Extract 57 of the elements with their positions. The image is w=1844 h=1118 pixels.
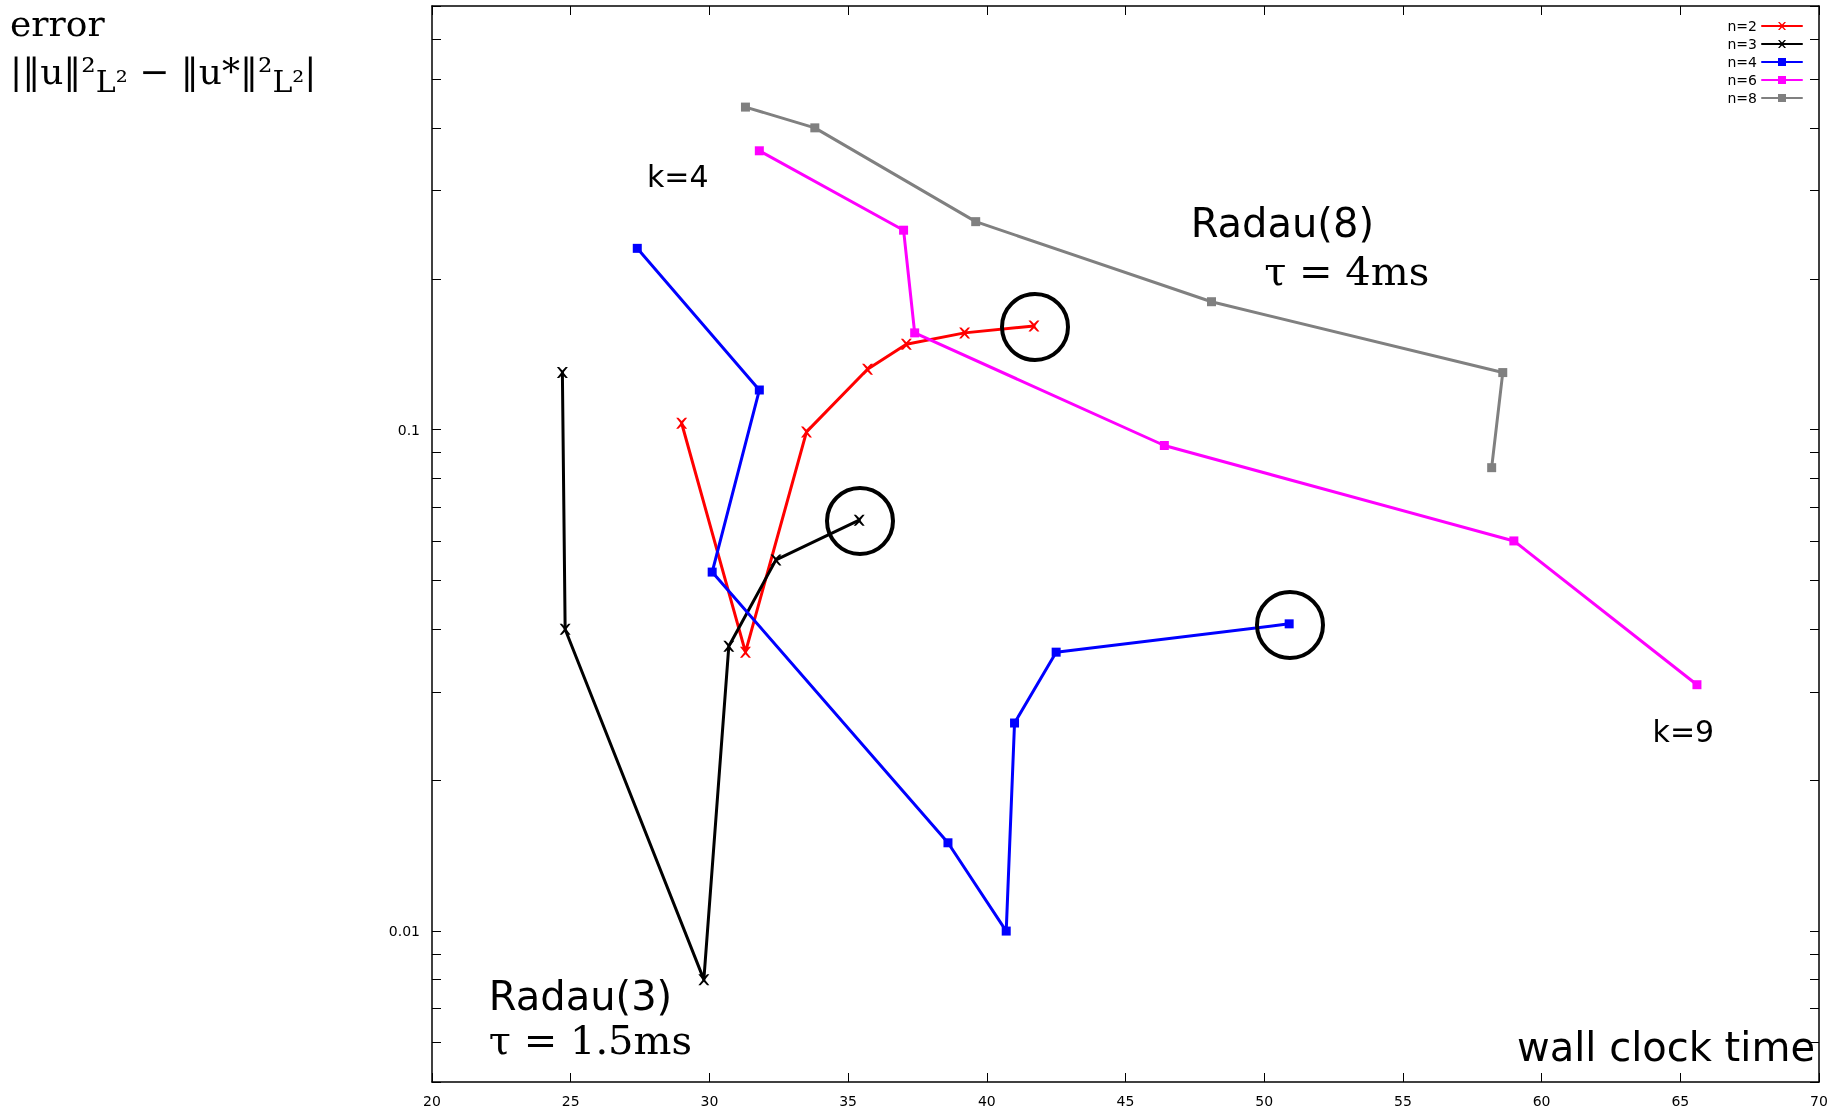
point (723, 640, 735, 652)
x-tick-label: 60 (1532, 1093, 1551, 1109)
x-tick-label: 25 (561, 1093, 580, 1109)
point (632, 243, 642, 253)
annotation: Radau(8) (1190, 199, 1375, 249)
point (1498, 368, 1508, 378)
point (739, 646, 751, 658)
point (1206, 297, 1216, 307)
annotation: k=9 (1652, 712, 1715, 751)
point (971, 217, 981, 227)
legend-label: n=6 (1727, 72, 1758, 88)
x-axis-title: wall clock time (1517, 1024, 1815, 1070)
point (1284, 619, 1294, 629)
point (800, 426, 812, 438)
x-tick-label: 45 (1116, 1093, 1135, 1109)
point (862, 363, 874, 375)
point (1001, 926, 1011, 936)
x-tick-label: 35 (839, 1093, 858, 1109)
point (1028, 320, 1040, 332)
point (754, 146, 764, 156)
y-tick-label: 0.01 (388, 923, 420, 940)
legend-label: n=4 (1727, 54, 1758, 70)
x-tick-label: 40 (977, 1093, 996, 1109)
legend-label: n=3 (1727, 36, 1757, 52)
legend-label: n=8 (1727, 90, 1757, 106)
point (1010, 718, 1020, 728)
x-tick-label: 20 (423, 1093, 441, 1109)
y-axis-title: error |‖u‖²$_{L²}$ − ‖u*‖²$_{L²}$| (10, 2, 317, 102)
point (770, 554, 782, 566)
legend-label: n=2 (1727, 18, 1757, 34)
point (1509, 536, 1519, 546)
x-tick-label: 55 (1393, 1093, 1412, 1109)
point (900, 338, 912, 350)
point (698, 974, 710, 986)
point (899, 225, 909, 235)
x-tick-label: 65 (1671, 1093, 1690, 1109)
point (810, 123, 820, 133)
x-tick-label: 70 (1810, 1093, 1828, 1109)
y-tick-label: 0.1 (397, 421, 420, 438)
point (754, 385, 764, 395)
annotation: τ = 4ms (1264, 246, 1430, 296)
point (959, 327, 971, 339)
x-tick-label: 50 (1255, 1093, 1274, 1109)
point (853, 514, 865, 526)
point (1487, 463, 1497, 473)
point (707, 567, 717, 577)
point (559, 623, 571, 635)
point (943, 838, 953, 848)
point (910, 328, 920, 338)
point (740, 102, 750, 112)
point (1692, 680, 1702, 690)
x-tick-label: 30 (700, 1093, 719, 1109)
point (676, 417, 688, 429)
point (556, 367, 568, 379)
point (1051, 647, 1061, 657)
point (1159, 441, 1169, 451)
annotation: k=4 (646, 157, 709, 196)
